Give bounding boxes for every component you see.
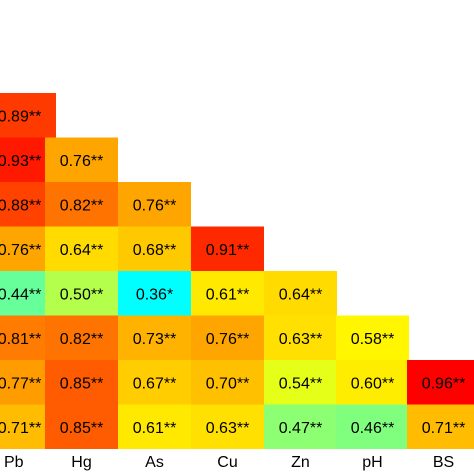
cell-value-label: 0.61** xyxy=(133,420,177,437)
cell-value-label: 0.63** xyxy=(206,420,250,437)
cell-value-label: 0.64** xyxy=(60,242,104,259)
heatmap-cell xyxy=(45,271,118,316)
heatmap-cell xyxy=(191,271,264,316)
cell-value-label: 0.76** xyxy=(206,331,250,348)
cell-value-label: 0.82** xyxy=(60,197,104,214)
cell-value-label: 0.71** xyxy=(0,420,41,437)
cell-value-label: 0.61** xyxy=(206,286,250,303)
x-tick-label: As xyxy=(145,454,164,471)
cell-value-label: 0.76** xyxy=(133,197,177,214)
cell-value-label: 0.54** xyxy=(279,375,323,392)
heatmap-cell xyxy=(118,226,191,271)
heatmap-cell xyxy=(45,360,118,405)
heatmap-cell xyxy=(264,271,337,316)
heatmap-cells: 0.89** 0.93** 0.76** 0.88** 0.82** 0.76** 0.76… xyxy=(0,93,474,449)
heatmap-cell xyxy=(118,182,191,227)
cell-value-label: 0.93** xyxy=(0,153,41,170)
cell-value-label: 0.44** xyxy=(0,286,41,303)
cell-value-label: 0.73** xyxy=(133,331,177,348)
cell-value-label: 0.89** xyxy=(0,108,41,125)
heatmap-cell xyxy=(191,226,264,271)
cell-value-label: 0.50** xyxy=(60,286,104,303)
heatmap-cell xyxy=(191,404,264,449)
cell-value-label: 0.46** xyxy=(351,420,395,437)
heatmap-cell xyxy=(191,360,264,405)
cell-value-label: 0.96** xyxy=(422,375,466,392)
heatmap-cell xyxy=(191,315,264,360)
heatmap-cell xyxy=(407,360,474,405)
x-axis-ticks: Pb Hg As Cu Zn pH BS xyxy=(4,454,454,471)
cell-value-label: 0.58** xyxy=(351,331,395,348)
x-tick-label: Pb xyxy=(4,454,24,471)
heatmap-cell xyxy=(336,315,409,360)
cell-value-label: 0.81** xyxy=(0,331,41,348)
cell-value-label: 0.47** xyxy=(279,420,323,437)
cell-value-label: 0.85** xyxy=(60,420,104,437)
cell-value-label: 0.70** xyxy=(206,375,250,392)
cell-value-label: 0.36* xyxy=(136,286,173,303)
heatmap-cell xyxy=(118,404,191,449)
heatmap-cell xyxy=(264,360,337,405)
cell-value-label: 0.64** xyxy=(279,286,323,303)
x-tick-label: Cu xyxy=(217,454,237,471)
x-tick-label: Zn xyxy=(291,454,310,471)
heatmap-cell xyxy=(45,404,118,449)
heatmap-cell xyxy=(336,404,409,449)
heatmap-cell xyxy=(407,404,474,449)
heatmap-cell xyxy=(264,404,337,449)
heatmap-cell xyxy=(45,182,118,227)
cell-value-label: 0.82** xyxy=(60,331,104,348)
heatmap-cell xyxy=(264,315,337,360)
x-tick-label: BS xyxy=(433,454,454,471)
cell-value-label: 0.85** xyxy=(60,375,104,392)
heatmap-cell xyxy=(45,226,118,271)
cell-value-label: 0.77** xyxy=(0,375,41,392)
cell-value-label: 0.63** xyxy=(279,331,323,348)
x-tick-label: pH xyxy=(362,454,382,471)
x-tick-label: Hg xyxy=(71,454,91,471)
cell-value-label: 0.60** xyxy=(351,375,395,392)
heatmap-cell xyxy=(45,315,118,360)
cell-value-label: 0.71** xyxy=(422,420,466,437)
cell-value-label: 0.76** xyxy=(0,242,41,259)
cell-value-label: 0.88** xyxy=(0,197,41,214)
cell-value-label: 0.76** xyxy=(60,153,104,170)
cell-value-label: 0.67** xyxy=(133,375,177,392)
cell-value-label: 0.91** xyxy=(206,242,250,259)
heatmap-cell xyxy=(0,93,56,138)
cell-value-label: 0.68** xyxy=(133,242,177,259)
heatmap-cell xyxy=(336,360,409,405)
heatmap-cell xyxy=(118,360,191,405)
heatmap-cell xyxy=(118,271,191,316)
heatmap-cell xyxy=(45,137,118,182)
heatmap-cell xyxy=(118,315,191,360)
